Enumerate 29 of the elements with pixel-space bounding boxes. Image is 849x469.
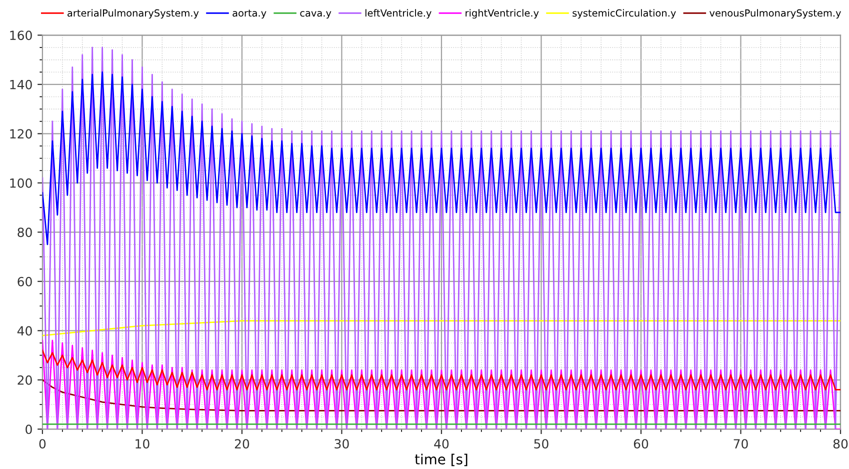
x-tick-label: 50 — [534, 439, 548, 449]
x-tick-label: 20 — [234, 439, 250, 449]
x-tick-label: 30 — [334, 439, 349, 449]
line-series — [42, 71, 841, 246]
y-tick-label: 40 — [17, 326, 32, 336]
x-tick-label: 70 — [734, 439, 748, 449]
x-tick-label: 0 — [39, 439, 46, 449]
x-tick-label: 60 — [634, 439, 648, 449]
y-tick-label: 140 — [10, 80, 32, 90]
x-tick-label: 10 — [136, 439, 150, 449]
x-axis-title: time [s] — [414, 454, 468, 466]
line-series — [42, 350, 841, 390]
line-series — [42, 320, 841, 336]
legend-label: rightVentricle.y — [466, 9, 539, 19]
legend-label: systemicCirculation.y — [572, 9, 676, 19]
y-tick-label: 120 — [10, 129, 32, 139]
legend-label: aorta.y — [232, 10, 266, 19]
y-tick-label: 80 — [18, 228, 32, 238]
y-tick-label: 60 — [18, 276, 32, 286]
y-tick-label: 100 — [10, 178, 32, 188]
legend-label: arterialPulmonarySystem.y — [68, 9, 199, 19]
x-tick-label: 80 — [833, 439, 848, 449]
y-tick-label: 160 — [10, 30, 32, 40]
x-tick-label: 40 — [434, 439, 449, 449]
legend-label: cava.y — [300, 11, 332, 19]
legend-label: venousPulmonarySystem.y — [710, 9, 841, 19]
y-tick-label: 0 — [26, 424, 32, 434]
legend-label: leftVentricle.y — [365, 9, 432, 19]
y-tick-label: 20 — [18, 375, 32, 385]
